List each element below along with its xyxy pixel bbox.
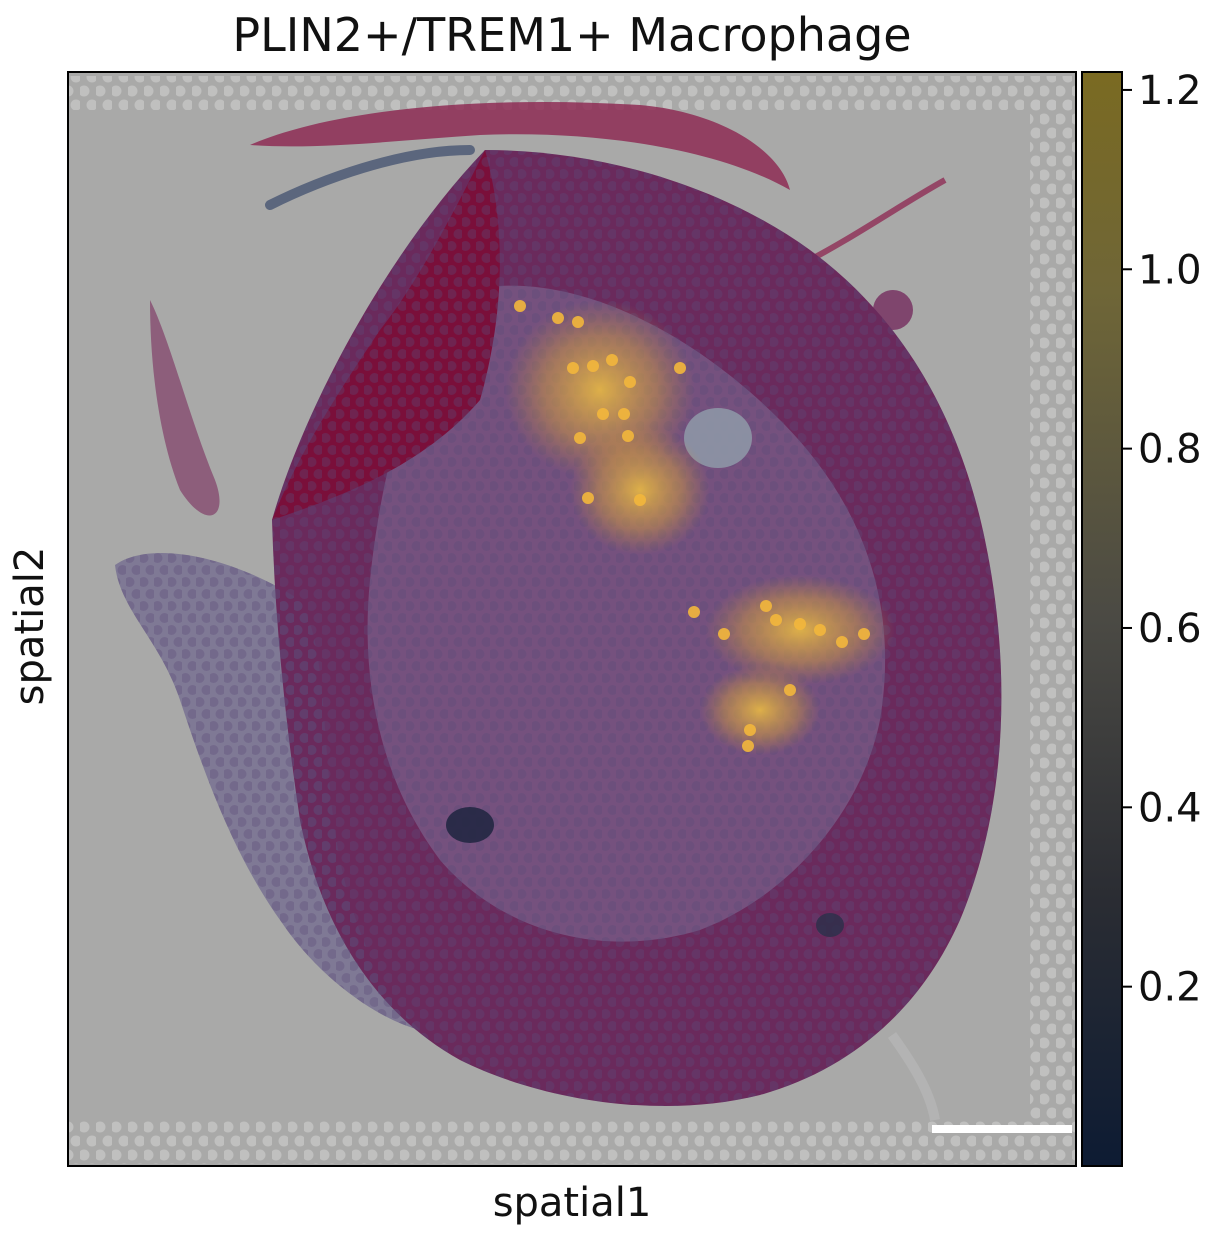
colorbar-ticks: 0.2 0.4 0.6 0.8 1.0 1.2 — [1122, 68, 1202, 1011]
colorbar-tick-label: 0.6 — [1138, 606, 1202, 652]
colorbar-tick-label: 0.2 — [1138, 965, 1202, 1011]
colorbar-tick-label: 0.4 — [1138, 785, 1202, 831]
colorbar-tick-label: 1.2 — [1138, 68, 1202, 114]
x-axis-label: spatial1 — [492, 1180, 652, 1226]
colorbar: 0.2 0.4 0.6 0.8 1.0 1.2 — [1081, 68, 1202, 1167]
chart-title: PLIN2+/TREM1+ Macrophage — [232, 8, 912, 62]
colorbar-tick-label: 0.8 — [1138, 427, 1202, 473]
colorbar-tick-label: 1.0 — [1138, 247, 1202, 293]
scale-bar — [932, 1125, 1072, 1133]
plot-area — [68, 72, 1076, 1166]
